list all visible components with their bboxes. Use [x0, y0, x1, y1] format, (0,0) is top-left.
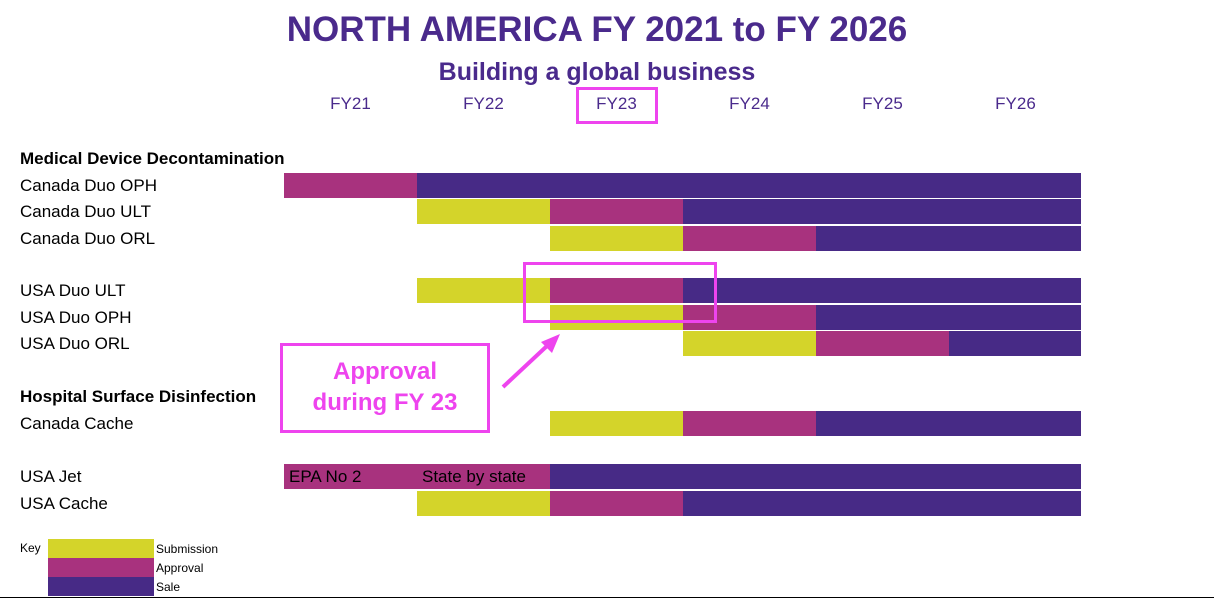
bar-canada-duo-ult-fy25-sale: [816, 199, 950, 226]
bar-usa-duo-oph-fy24-approval: [683, 304, 817, 331]
bar-usa-jet-fy24-sale: [683, 464, 817, 490]
fy-header-fy26: FY26: [995, 94, 1036, 113]
bar-canada-cache-fy23-submission: [550, 410, 684, 437]
row-label-usa-jet: USA Jet: [20, 467, 82, 486]
bar-canada-duo-ult-fy22-submission: [417, 199, 551, 226]
fy-header-fy21: FY21: [330, 94, 371, 113]
row-label-usa-cache: USA Cache: [20, 493, 108, 513]
fy-header-fy25: FY25: [862, 94, 903, 113]
cell-text-usa-jet-fy21: EPA No 2: [289, 467, 362, 486]
bar-canada-duo-oph-fy23-sale: [550, 172, 684, 199]
bar-usa-duo-orl-fy24-submission: [683, 331, 817, 358]
section-heading-medical-device-decontamination: Medical Device Decontamination: [20, 149, 285, 168]
bar-usa-duo-orl-fy26-sale: [949, 331, 1082, 358]
bar-canada-duo-oph-fy26-sale: [949, 172, 1082, 199]
fy-header-fy24: FY24: [729, 94, 770, 113]
bar-canada-duo-ult-fy23-approval: [550, 199, 684, 226]
highlight-approval-cell: [523, 262, 717, 323]
bar-usa-jet-fy22-approval: [417, 464, 551, 490]
fy-header-fy22: FY22: [463, 94, 504, 113]
fy-header-fy23: FY23: [596, 94, 637, 113]
section-heading-hospital-surface-disinfection: Hospital Surface Disinfection: [20, 387, 257, 406]
bar-usa-duo-ult-fy26-sale: [949, 278, 1082, 304]
legend-label-approval: Approval: [156, 561, 204, 575]
bar-canada-duo-orl-fy24-approval: [683, 225, 817, 252]
bar-usa-duo-oph-fy26-sale: [949, 304, 1082, 331]
legend-swatch-approval: [48, 558, 154, 577]
row-label-canada-cache: Canada Cache: [20, 413, 134, 433]
bar-usa-jet-fy26-sale: [949, 464, 1082, 490]
bar-canada-duo-orl-fy26-sale: [949, 225, 1082, 252]
bar-usa-jet-fy21-approval: [284, 464, 418, 490]
bar-usa-duo-ult-fy22-submission: [417, 278, 551, 304]
bottom-rule: [0, 597, 1214, 598]
row-label-canada-duo-oph: Canada Duo OPH: [20, 175, 158, 195]
row-label-canada-duo-orl: Canada Duo ORL: [20, 228, 156, 248]
bar-canada-duo-oph-fy21-approval: [284, 172, 418, 199]
bar-usa-duo-ult-fy24-sale: [683, 278, 817, 304]
bar-usa-cache-fy23-approval: [550, 490, 684, 517]
bar-usa-duo-oph-fy25-sale: [816, 304, 950, 331]
legend-label-sale: Sale: [156, 580, 181, 594]
legend-swatch-submission: [48, 539, 154, 558]
bar-canada-cache-fy24-approval: [683, 410, 817, 437]
bar-canada-duo-orl-fy25-sale: [816, 225, 950, 252]
row-label-canada-duo-ult: Canada Duo ULT: [20, 202, 152, 222]
chart-subtitle: Building a global business: [438, 58, 756, 86]
row-label-usa-duo-orl: USA Duo ORL: [20, 334, 130, 354]
highlight-fy-header: [576, 87, 658, 124]
bar-usa-duo-oph-fy23-submission: [550, 304, 684, 331]
bar-usa-cache-fy26-sale: [949, 490, 1082, 517]
annotation-callout: Approval during FY 23: [280, 343, 490, 433]
legend-swatch-sale: [48, 577, 154, 596]
bar-usa-duo-orl-fy25-approval: [816, 331, 950, 358]
bar-usa-cache-fy24-sale: [683, 490, 817, 517]
bar-usa-cache-fy25-sale: [816, 490, 950, 517]
bar-canada-duo-oph-fy25-sale: [816, 172, 950, 199]
bar-canada-duo-oph-fy22-sale: [417, 172, 551, 199]
cell-text-usa-jet-fy22: State by state: [422, 467, 526, 486]
legend-label-submission: Submission: [156, 542, 219, 556]
legend-key-label: Key: [20, 541, 41, 555]
bar-canada-duo-ult-fy24-sale: [683, 199, 817, 226]
bar-usa-jet-fy25-sale: [816, 464, 950, 490]
annotation-line-1: Approval: [332, 358, 437, 385]
chart-title: NORTH AMERICA FY 2021 to FY 2026: [286, 10, 908, 49]
row-label-usa-duo-oph: USA Duo OPH: [20, 307, 132, 327]
annotation-line-2: during FY 23: [312, 389, 458, 416]
row-label-usa-duo-ult: USA Duo ULT: [20, 281, 126, 300]
bar-canada-duo-ult-fy26-sale: [949, 199, 1082, 226]
bar-canada-cache-fy26-sale: [949, 410, 1082, 437]
bar-canada-duo-orl-fy23-submission: [550, 225, 684, 252]
